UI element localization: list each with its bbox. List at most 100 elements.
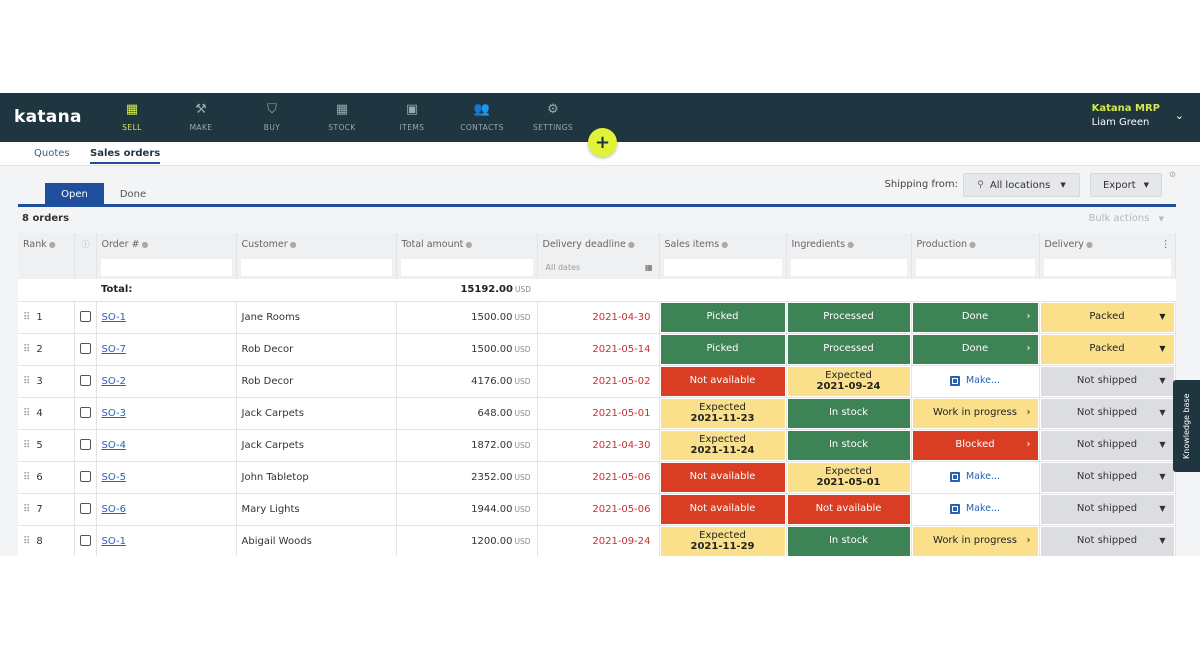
order-cell[interactable]: SO-4 [96, 429, 237, 462]
chevron-down-icon[interactable]: ⌄ [1174, 109, 1184, 122]
drag-handle-icon[interactable]: ⠿ [23, 471, 30, 483]
filter-done-button[interactable]: Done [119, 188, 147, 200]
delivery-status[interactable]: Not shipped ▼ [1040, 526, 1174, 556]
nav-make[interactable]: ⚒ MAKE [166, 93, 236, 142]
ingredients-status[interactable]: Processed [787, 302, 910, 332]
col-sales-items[interactable]: Sales items ● [659, 233, 787, 255]
order-link[interactable]: SO-4 [101, 439, 126, 451]
bulk-actions-button[interactable]: Bulk actions ▼ [1088, 213, 1164, 224]
production-status[interactable]: Work in progress › [912, 398, 1038, 428]
customer-filter-input[interactable] [240, 258, 392, 276]
drag-handle-icon[interactable]: ⠿ [23, 343, 30, 355]
ingredients-status[interactable]: Expected 2021-09-24 [787, 366, 910, 396]
sales-status[interactable]: Expected 2021-11-24 [660, 430, 785, 460]
select-cell[interactable] [74, 525, 97, 556]
select-cell[interactable] [74, 301, 97, 334]
select-cell[interactable] [74, 365, 97, 398]
tab-sales-orders[interactable]: Sales orders [90, 148, 161, 164]
export-button[interactable]: Export ▼ [1090, 173, 1162, 197]
order-link[interactable]: SO-2 [101, 375, 126, 387]
row-checkbox[interactable] [79, 407, 91, 419]
production-status[interactable]: Make... [912, 462, 1038, 492]
add-button[interactable]: + [588, 128, 617, 157]
delivery-filter-input[interactable] [1043, 258, 1171, 276]
delivery-status[interactable]: Packed ▼ [1040, 302, 1174, 332]
drag-handle-icon[interactable]: ⠿ [23, 375, 30, 387]
order-cell[interactable]: SO-3 [96, 397, 237, 430]
order-link[interactable]: SO-5 [101, 471, 126, 483]
drag-handle-icon[interactable]: ⠿ [23, 439, 30, 451]
order-cell[interactable]: SO-6 [96, 493, 237, 526]
order-cell[interactable]: SO-1 [96, 301, 237, 334]
production-status[interactable]: Make... [912, 494, 1038, 524]
order-link[interactable]: SO-3 [101, 407, 126, 419]
settings-icon[interactable]: ⚙ [1168, 170, 1176, 179]
nav-stock[interactable]: ▦ STOCK [307, 93, 377, 142]
drag-handle-icon[interactable]: ⠿ [23, 407, 30, 419]
col-ingredients[interactable]: Ingredients ● [786, 233, 912, 255]
sales-status[interactable]: Not available [660, 494, 785, 524]
select-cell[interactable] [74, 429, 97, 462]
production-status[interactable]: Work in progress › [912, 526, 1038, 556]
table-row[interactable]: ⠿ 7 SO-6 Mary Lights 1944.00 USD 2021-05-06 Not… [18, 493, 1176, 526]
col-rank[interactable]: Rank ● [18, 233, 75, 255]
ingredients-status[interactable]: Not available [787, 494, 910, 524]
row-checkbox[interactable] [79, 503, 91, 515]
ingredients-filter-input[interactable] [790, 258, 907, 276]
date-filter-input[interactable]: All dates ▦ [541, 258, 655, 276]
nav-sell[interactable]: ▦ SELL [97, 93, 167, 142]
col-total[interactable]: Total amount ● [396, 233, 538, 255]
nav-settings[interactable]: ⚙ SETTINGS [518, 93, 588, 142]
row-checkbox[interactable] [79, 311, 91, 323]
tab-quotes[interactable]: Quotes [34, 148, 70, 159]
total-filter-input[interactable] [400, 258, 533, 276]
sales-filter-input[interactable] [663, 258, 782, 276]
filter-open-button[interactable]: Open [45, 183, 104, 205]
order-cell[interactable]: SO-5 [96, 461, 237, 494]
ingredients-status[interactable]: Expected 2021-05-01 [787, 462, 910, 492]
rank-cell[interactable]: ⠿ 7 [18, 493, 75, 526]
col-order[interactable]: Order # ● [96, 233, 237, 255]
table-row[interactable]: ⠿ 8 SO-1 Abigail Woods 1200.00 USD 2021-09-24 E… [18, 525, 1176, 556]
table-row[interactable]: ⠿ 3 SO-2 Rob Decor 4176.00 USD 2021-05-02 Not a… [18, 365, 1176, 398]
order-link[interactable]: SO-1 [101, 535, 126, 547]
col-production[interactable]: Production ● [911, 233, 1040, 255]
drag-handle-icon[interactable]: ⠿ [23, 311, 30, 323]
sales-status[interactable]: Not available [660, 462, 785, 492]
production-status[interactable]: Blocked › [912, 430, 1038, 460]
col-customer[interactable]: Customer ● [236, 233, 397, 255]
drag-handle-icon[interactable]: ⠿ [23, 503, 30, 515]
ingredients-status[interactable]: In stock [787, 398, 910, 428]
locations-dropdown[interactable]: ⚲ All locations ▼ [963, 173, 1080, 197]
knowledge-base-tab[interactable]: Knowledge base [1173, 380, 1200, 472]
table-row[interactable]: ⠿ 2 SO-7 Rob Decor 1500.00 USD 2021-05-14 Picke… [18, 333, 1176, 366]
nav-contacts[interactable]: 👥 CONTACTS [447, 93, 517, 142]
rank-cell[interactable]: ⠿ 2 [18, 333, 75, 366]
production-status[interactable]: Done › [912, 334, 1038, 364]
drag-handle-icon[interactable]: ⠿ [23, 535, 30, 547]
table-row[interactable]: ⠿ 6 SO-5 John Tabletop 2352.00 USD 2021-05-06 N… [18, 461, 1176, 494]
order-cell[interactable]: SO-1 [96, 525, 237, 556]
order-link[interactable]: SO-7 [101, 343, 126, 355]
delivery-status[interactable]: Not shipped ▼ [1040, 366, 1174, 396]
nav-items[interactable]: ▣ ITEMS [377, 93, 447, 142]
row-checkbox[interactable] [79, 471, 91, 483]
row-checkbox[interactable] [79, 535, 91, 547]
col-delivery[interactable]: Delivery ● ⋮ [1039, 233, 1176, 255]
nav-buy[interactable]: ⛉ BUY [237, 93, 307, 142]
table-row[interactable]: ⠿ 1 SO-1 Jane Rooms 1500.00 USD 2021-04-30 Pick… [18, 301, 1176, 334]
sales-status[interactable]: Not available [660, 366, 785, 396]
row-checkbox[interactable] [79, 439, 91, 451]
order-filter-input[interactable] [100, 258, 232, 276]
sales-status[interactable]: Expected 2021-11-23 [660, 398, 785, 428]
production-filter-input[interactable] [915, 258, 1035, 276]
select-cell[interactable] [74, 397, 97, 430]
order-cell[interactable]: SO-7 [96, 333, 237, 366]
rank-cell[interactable]: ⠿ 5 [18, 429, 75, 462]
delivery-status[interactable]: Not shipped ▼ [1040, 430, 1174, 460]
select-cell[interactable] [74, 493, 97, 526]
rank-cell[interactable]: ⠿ 6 [18, 461, 75, 494]
rank-cell[interactable]: ⠿ 3 [18, 365, 75, 398]
select-cell[interactable] [74, 333, 97, 366]
production-status[interactable]: Make... [912, 366, 1038, 396]
